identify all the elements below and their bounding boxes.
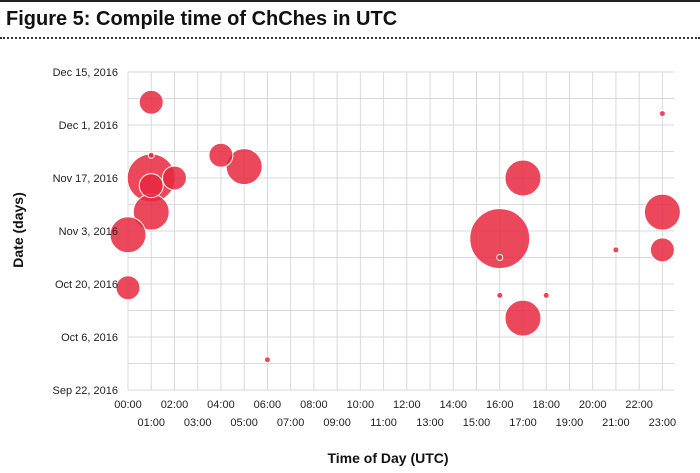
- x-tick-label: 07:00: [277, 417, 305, 429]
- x-tick-label: 18:00: [532, 399, 560, 411]
- x-tick-label: 15:00: [463, 417, 491, 429]
- x-tick-label: 19:00: [556, 417, 584, 429]
- x-tick-label: 21:00: [602, 417, 630, 429]
- x-tick-label: 11:00: [370, 417, 397, 429]
- x-tick-label: 02:00: [161, 399, 189, 411]
- bubble-point: [208, 142, 234, 168]
- x-tick-label: 17:00: [509, 417, 537, 429]
- x-tick-label: 09:00: [323, 417, 351, 429]
- bubble-point: [496, 254, 504, 261]
- x-tick-label: 20:00: [579, 399, 607, 411]
- bubble-point: [504, 299, 542, 337]
- bubble-point: [496, 291, 504, 299]
- x-tick-label: 08:00: [300, 399, 328, 411]
- grid-lines: [127, 71, 674, 391]
- x-axis-label: Time of Day (UTC): [327, 450, 448, 466]
- bubble-point: [225, 148, 263, 186]
- y-tick-label: Nov 3, 2016: [59, 226, 118, 238]
- x-tick-label: 01:00: [137, 417, 165, 429]
- y-tick-label: Oct 20, 2016: [55, 279, 118, 291]
- x-tick-label: 00:00: [114, 399, 142, 411]
- x-tick-label: 06:00: [254, 399, 282, 411]
- x-tick-label: 23:00: [649, 417, 677, 429]
- bubble-point: [263, 356, 271, 364]
- bubble-point: [138, 173, 164, 199]
- bubble-point: [109, 216, 147, 254]
- bubble-point: [612, 246, 620, 254]
- bubble-point: [504, 159, 542, 197]
- title-dotted-rule: [0, 37, 700, 39]
- bubbles: [109, 89, 681, 364]
- bubble-point: [469, 208, 531, 270]
- x-tick-label: 04:00: [207, 399, 235, 411]
- figure-title: Figure 5: Compile time of ChChes in UTC: [6, 8, 398, 30]
- bubble-point: [161, 165, 187, 191]
- x-tick-label: 16:00: [486, 399, 514, 411]
- bubble-point: [138, 89, 164, 115]
- y-tick-label: Dec 15, 2016: [53, 67, 118, 79]
- x-tick-label: 14:00: [440, 399, 468, 411]
- bubble-point: [115, 275, 141, 301]
- y-tick-label: Nov 17, 2016: [53, 173, 118, 185]
- x-tick-label: 03:00: [184, 417, 212, 429]
- x-tick-label: 22:00: [625, 399, 653, 411]
- bubble-point: [147, 151, 155, 159]
- bubble-point: [649, 237, 675, 263]
- y-axis-label: Date (days): [10, 192, 26, 267]
- y-tick-label: Sep 22, 2016: [53, 385, 118, 397]
- bubble-point: [542, 291, 550, 299]
- x-tick-label: 05:00: [230, 417, 258, 429]
- x-tick-label: 12:00: [393, 399, 421, 411]
- top-rule: [0, 0, 700, 2]
- y-tick-labels: Sep 22, 2016 Oct 6, 2016 Oct 20, 2016 Nov 3…: [53, 67, 118, 397]
- x-tick-label: 13:00: [416, 417, 444, 429]
- y-tick-label: Oct 6, 2016: [61, 332, 118, 344]
- bubble-point: [643, 193, 681, 231]
- x-tick-label: 10:00: [347, 399, 375, 411]
- bubble-point: [658, 110, 666, 118]
- x-tick-labels: 00:00 01:00 02:00 03:00 04:00 05:00 06:00 07:00…: [114, 399, 676, 429]
- y-tick-label: Dec 1, 2016: [59, 120, 118, 132]
